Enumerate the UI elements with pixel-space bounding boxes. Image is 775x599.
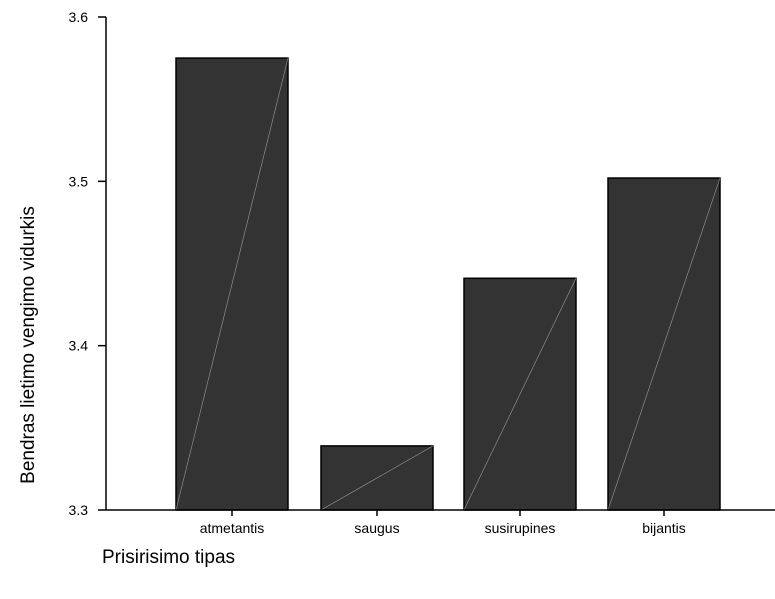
x-tick-label-atmetantis: atmetantis xyxy=(200,520,265,536)
x-tick-label-susirupines: susirupines xyxy=(485,520,556,536)
bar-diagonal xyxy=(607,177,721,511)
x-ticks-group: atmetantis saugus susirupines bijantis xyxy=(200,510,686,536)
bar-diagonal xyxy=(175,58,289,511)
bar-diagonal xyxy=(320,445,434,511)
x-tick-label-bijantis: bijantis xyxy=(642,520,686,536)
y-tick-label: 3.3 xyxy=(69,502,89,518)
x-tick-label-saugus: saugus xyxy=(354,520,399,536)
y-ticks-group: 3.3 3.4 3.5 3.6 xyxy=(69,9,106,518)
y-tick-label: 3.4 xyxy=(69,338,89,354)
x-axis-title: Prisirisimo tipas xyxy=(102,547,235,568)
bars-group xyxy=(175,57,721,511)
bar-diagonal xyxy=(463,278,577,511)
y-tick-label: 3.5 xyxy=(69,173,89,189)
y-axis-title: Bendras lietimo vengimo vidurkis xyxy=(18,206,39,484)
y-tick-label: 3.6 xyxy=(69,9,89,25)
